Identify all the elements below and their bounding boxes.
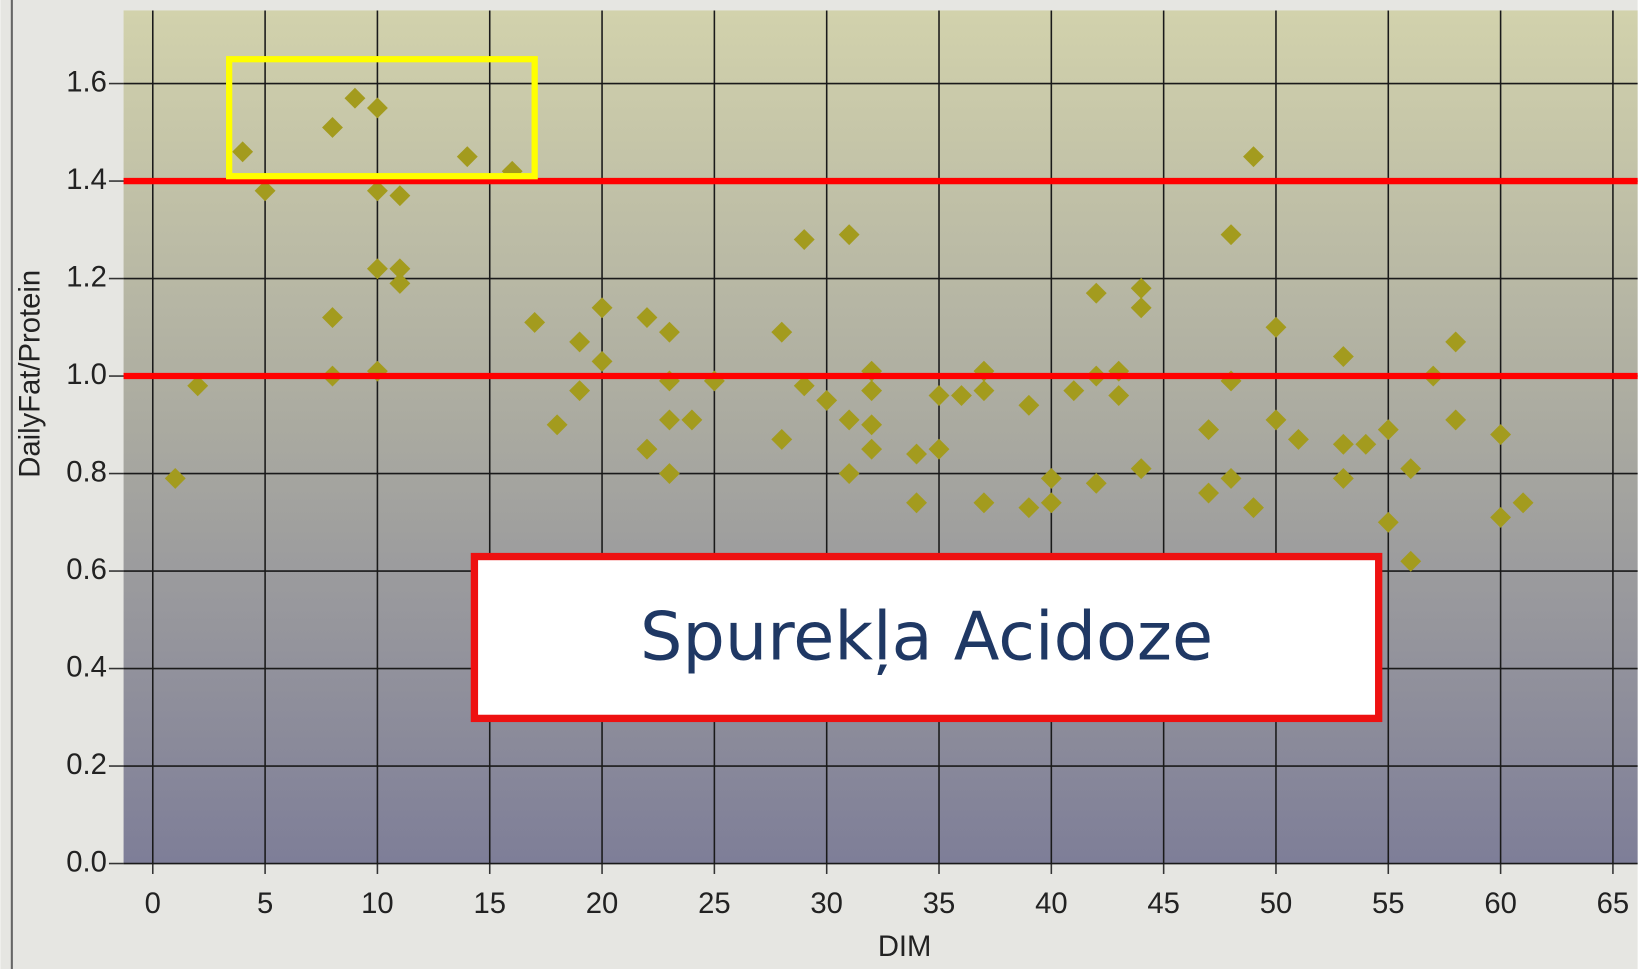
x-tick-label: 35 bbox=[923, 888, 956, 920]
y-tick-label: 1.6 bbox=[66, 66, 107, 98]
point bbox=[636, 438, 658, 460]
x-tick-label: 10 bbox=[361, 888, 394, 920]
point bbox=[816, 389, 838, 411]
point bbox=[906, 443, 927, 465]
x-tick-label: 55 bbox=[1372, 888, 1405, 920]
x-tick-label: 5 bbox=[257, 888, 273, 920]
point bbox=[1445, 409, 1467, 431]
y-tick-label: 1.4 bbox=[66, 164, 107, 196]
point bbox=[636, 307, 658, 328]
x-tick-label: 30 bbox=[810, 888, 843, 920]
point bbox=[1108, 385, 1130, 406]
point bbox=[1332, 346, 1354, 367]
point bbox=[569, 331, 591, 353]
point bbox=[861, 380, 883, 402]
plot-area bbox=[123, 10, 1638, 864]
x-tick-label: 45 bbox=[1147, 888, 1180, 920]
point bbox=[838, 409, 860, 431]
point bbox=[861, 438, 883, 460]
point bbox=[1220, 467, 1242, 489]
y-tick-label: 0.2 bbox=[66, 749, 107, 781]
point bbox=[1018, 394, 1040, 416]
point bbox=[389, 185, 411, 207]
x-tick-label: 50 bbox=[1260, 888, 1293, 920]
x-tick-label: 60 bbox=[1484, 888, 1517, 920]
x-tick-label: 25 bbox=[698, 888, 731, 920]
point bbox=[164, 467, 186, 489]
y-tick-label: 1.2 bbox=[66, 261, 107, 293]
y-tick-label: 1.0 bbox=[66, 359, 107, 391]
point bbox=[1130, 297, 1152, 319]
highlight-box bbox=[226, 56, 538, 180]
point bbox=[681, 409, 703, 431]
x-tick-label: 0 bbox=[145, 888, 161, 920]
point bbox=[1287, 428, 1309, 450]
point bbox=[951, 385, 972, 406]
y-axis-label: DailyFat/Protein bbox=[14, 270, 46, 478]
x-axis-label: DIM bbox=[878, 931, 932, 963]
points bbox=[164, 87, 1534, 572]
x-tick-label: 40 bbox=[1035, 888, 1068, 920]
y-tick-label: 0.8 bbox=[66, 456, 107, 488]
point bbox=[659, 463, 680, 484]
point bbox=[1063, 380, 1085, 402]
point bbox=[1265, 316, 1287, 338]
x-tick-label: 20 bbox=[586, 888, 619, 920]
point bbox=[659, 409, 680, 431]
annotation-box bbox=[470, 552, 1383, 723]
point bbox=[591, 297, 613, 319]
point bbox=[771, 428, 793, 450]
point bbox=[793, 375, 815, 397]
x-tick-label: 65 bbox=[1597, 888, 1630, 920]
point bbox=[793, 229, 815, 251]
point bbox=[1377, 419, 1399, 441]
point bbox=[1130, 277, 1152, 299]
annotation-text: Spurekļa Acidoze bbox=[640, 598, 1213, 676]
point bbox=[1265, 409, 1287, 431]
point bbox=[389, 272, 411, 294]
point bbox=[1220, 224, 1242, 246]
point bbox=[569, 380, 591, 402]
x-tick-label: 15 bbox=[473, 888, 506, 920]
point bbox=[322, 307, 343, 328]
y-tick-label: 0.6 bbox=[66, 554, 107, 586]
point bbox=[861, 414, 883, 436]
point bbox=[1243, 146, 1264, 168]
point bbox=[322, 116, 343, 138]
y-tick-label: 0.4 bbox=[66, 651, 107, 683]
point bbox=[1400, 550, 1422, 572]
point bbox=[1198, 419, 1220, 441]
point bbox=[838, 463, 860, 484]
point bbox=[838, 224, 860, 246]
point bbox=[389, 258, 411, 280]
point bbox=[1445, 331, 1467, 353]
point bbox=[973, 380, 995, 402]
point bbox=[456, 146, 478, 168]
y-tick-label: 0.0 bbox=[66, 846, 107, 878]
point bbox=[1332, 467, 1354, 489]
point bbox=[591, 350, 613, 372]
point bbox=[1198, 482, 1220, 504]
point bbox=[1355, 433, 1377, 455]
